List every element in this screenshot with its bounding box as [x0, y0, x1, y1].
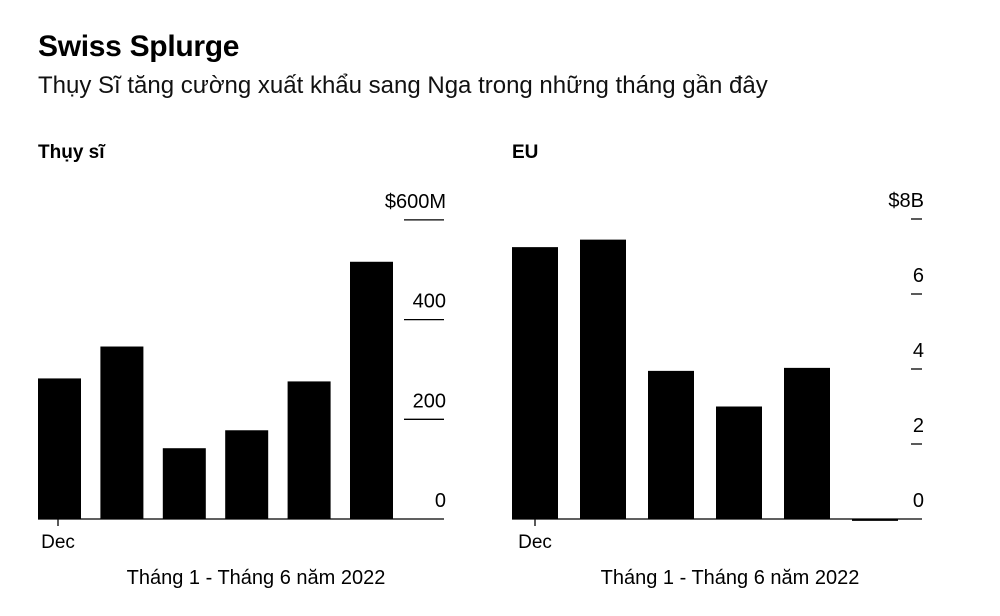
eu-bar-apr — [784, 367, 830, 519]
swiss-bar-mar — [225, 430, 269, 519]
eu-xtick-label: Dec — [518, 532, 552, 553]
eu-ytick-label: 4 — [913, 340, 924, 362]
eu-bar-may — [852, 519, 898, 521]
swiss-bar-may — [350, 261, 393, 519]
swiss-ytick-label: 0 — [435, 490, 446, 512]
eu-bar-dec — [512, 247, 558, 519]
chart-subtitle: Thụy Sĩ tăng cường xuất khẩu sang Nga tr… — [38, 72, 768, 99]
swiss-xtick-label: Dec — [41, 532, 75, 553]
eu-ytick-label: 6 — [913, 265, 924, 287]
swiss-ytick-label: 400 — [413, 291, 446, 313]
swiss-ytick-label: $600M — [385, 191, 446, 213]
eu-bar-jan — [580, 239, 626, 519]
swiss-bar-apr — [287, 381, 331, 519]
eu-panel-title: EU — [512, 142, 538, 163]
swiss-panel-title: Thụy sĩ — [38, 142, 106, 163]
eu-ytick-label: 2 — [913, 415, 924, 437]
eu-ytick-label: 0 — [913, 490, 924, 512]
eu-ytick-label: $8B — [888, 190, 924, 212]
eu-bar-feb — [648, 370, 694, 519]
swiss-bar-jan — [100, 346, 144, 519]
swiss-bar-dec — [38, 378, 81, 519]
swiss-bar-feb — [162, 448, 206, 519]
chart-title: Swiss Splurge — [38, 30, 240, 63]
eu-bar-mar — [716, 406, 762, 519]
swiss-xaxis-label: Tháng 1 - Tháng 6 năm 2022 — [127, 567, 386, 589]
eu-xaxis-label: Tháng 1 - Tháng 6 năm 2022 — [601, 567, 860, 589]
swiss-ytick-label: 200 — [413, 390, 446, 412]
